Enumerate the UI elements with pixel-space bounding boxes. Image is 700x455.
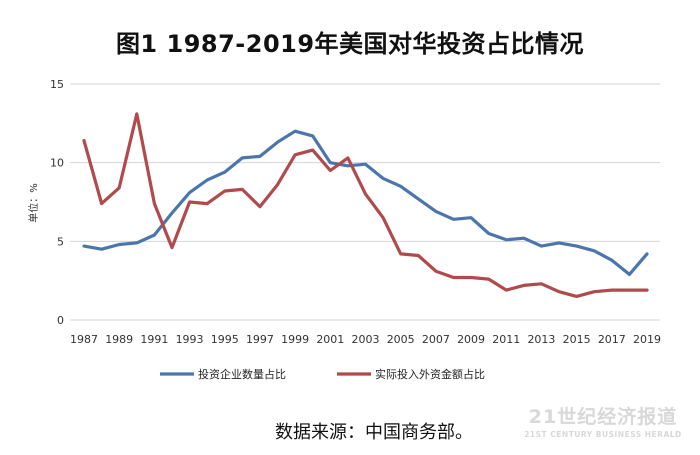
legend-label-1: 投资企业数量占比 bbox=[198, 367, 286, 381]
y-axis-label: 单位：% bbox=[27, 183, 40, 223]
legend-label-2: 实际投入外资金额占比 bbox=[375, 367, 485, 381]
watermark-line1: 21世纪经济报道 bbox=[528, 406, 678, 428]
x-tick-label: 1991 bbox=[140, 333, 168, 346]
series-line-1 bbox=[82, 129, 649, 276]
x-tick-label: 2011 bbox=[492, 333, 520, 346]
data-source-note: 数据来源：中国商务部。 bbox=[275, 422, 473, 443]
x-tick-label: 2013 bbox=[527, 333, 555, 346]
x-tick-label: 1995 bbox=[211, 333, 239, 346]
watermark-line2: 21ST CENTURY BUSINESS HERALD bbox=[524, 430, 682, 439]
gridlines bbox=[70, 83, 660, 321]
x-tick-label: 2015 bbox=[563, 333, 591, 346]
series-line-2 bbox=[82, 112, 649, 298]
x-tick-label: 1993 bbox=[176, 333, 204, 346]
x-tick-label: 2009 bbox=[457, 333, 485, 346]
x-axis-ticks: 1987 1989 1991 1993 1995 1997 1999 2001 2003 2005… bbox=[70, 333, 661, 346]
x-tick-label: 1997 bbox=[246, 333, 274, 346]
legend: 投资企业数量占比 实际投入外资金额占比 bbox=[160, 367, 485, 381]
x-tick-label: 2007 bbox=[422, 333, 450, 346]
x-tick-label: 1999 bbox=[281, 333, 309, 346]
y-tick-label: 0 bbox=[57, 314, 64, 327]
watermark-logo: 21世纪经济报道 21ST CENTURY BUSINESS HERALD bbox=[508, 402, 698, 439]
chart-title: 图1 1987-2019年美国对华投资占比情况 bbox=[115, 30, 585, 58]
x-tick-label: 2003 bbox=[352, 333, 380, 346]
y-axis-ticks: 0 5 10 15 bbox=[50, 78, 64, 327]
x-tick-label: 1989 bbox=[105, 333, 133, 346]
y-tick-label: 5 bbox=[57, 235, 64, 248]
x-tick-label: 1987 bbox=[70, 333, 98, 346]
y-tick-label: 10 bbox=[50, 157, 64, 170]
y-tick-label: 15 bbox=[50, 78, 64, 91]
x-tick-label: 2005 bbox=[387, 333, 415, 346]
x-tick-label: 2001 bbox=[316, 333, 344, 346]
x-tick-label: 2019 bbox=[633, 333, 661, 346]
x-tick-label: 2017 bbox=[598, 333, 626, 346]
series-lines bbox=[82, 112, 649, 298]
